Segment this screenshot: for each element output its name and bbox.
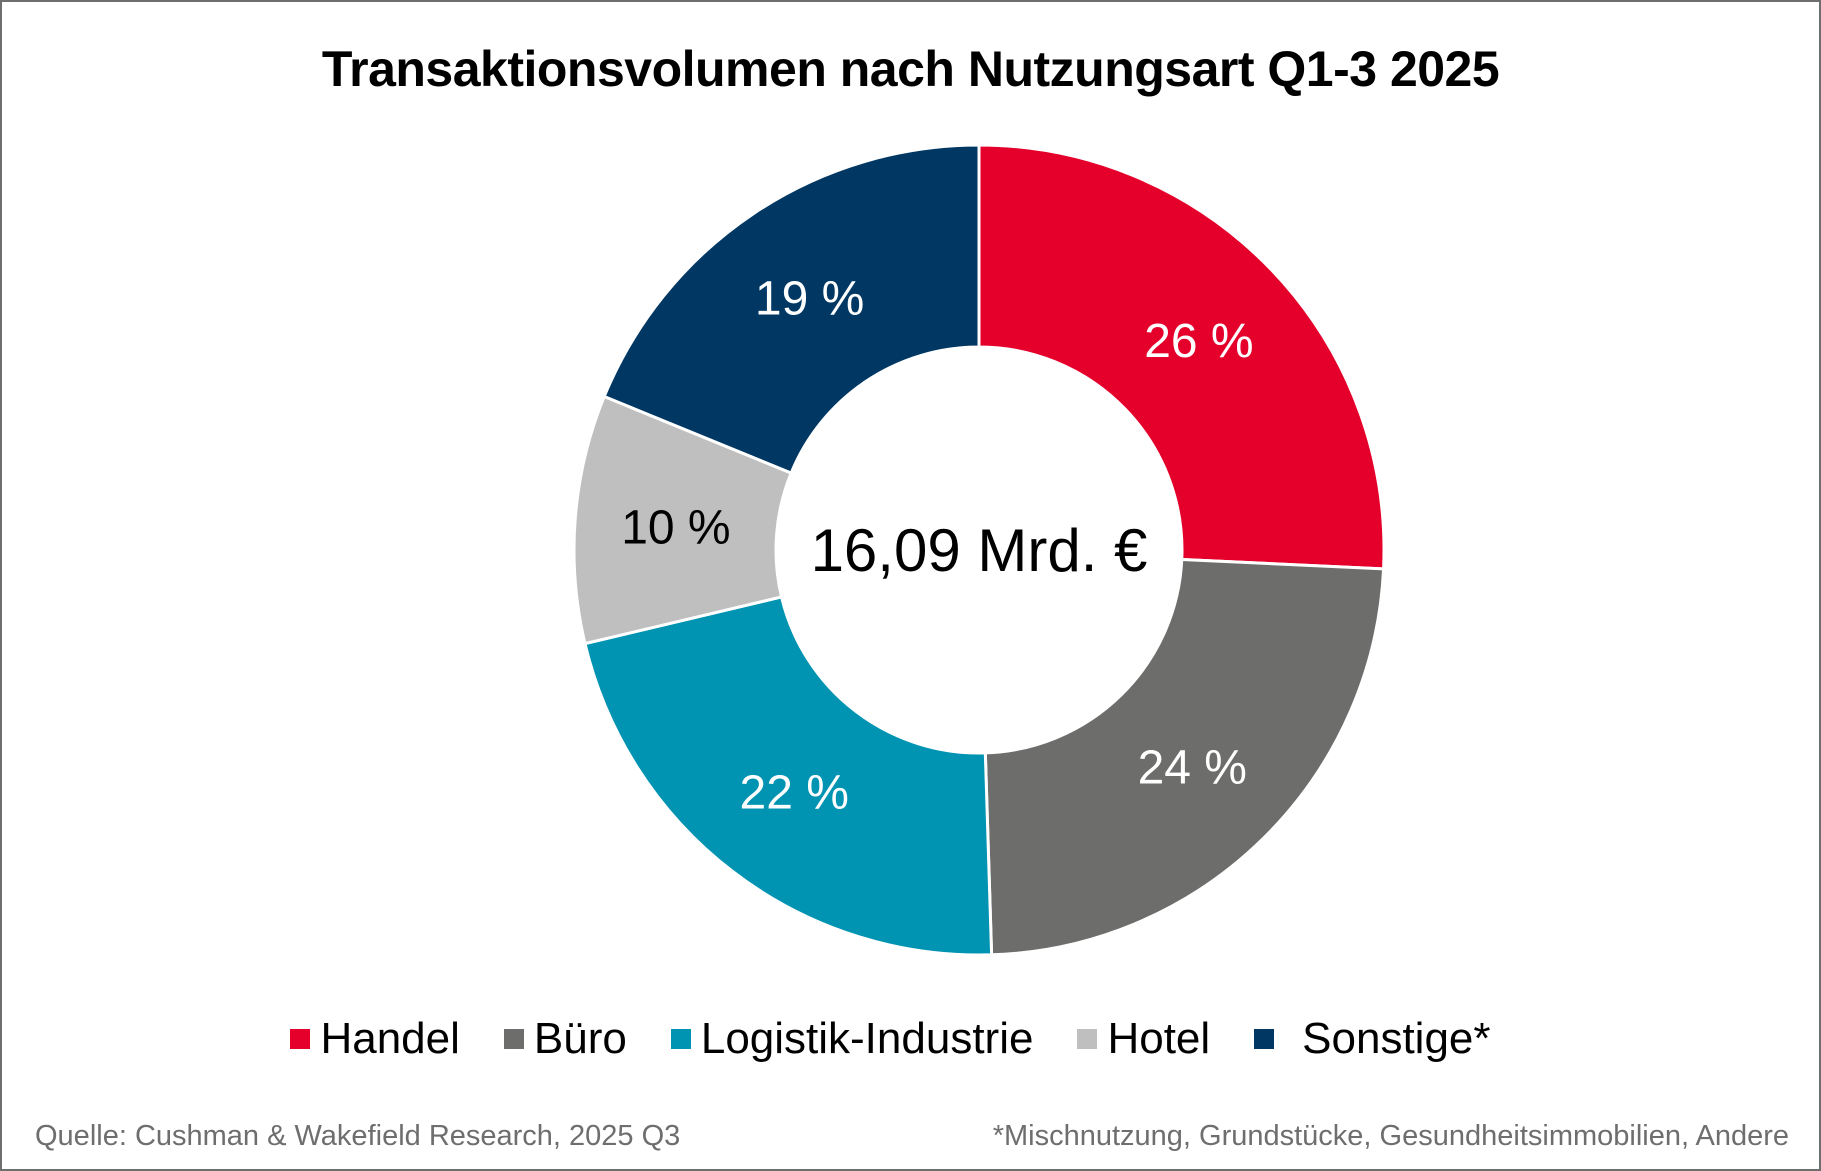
footnote: *Mischnutzung, Grundstücke, Gesundheitsi…	[992, 1120, 1789, 1152]
legend-label-hotel: Hotel	[1107, 1014, 1211, 1063]
slice-sonstige	[602, 143, 981, 476]
legend-label-handel: Handel	[320, 1014, 460, 1063]
legend-swatch-büro	[503, 1029, 524, 1049]
legend-swatch-sonstige	[1254, 1029, 1275, 1049]
legend-item-logistik-industrie: Logistik-Industrie	[670, 1014, 1034, 1064]
chart-title: Transaktionsvolumen nach Nutzungsart Q1-…	[321, 41, 1500, 97]
legend-swatch-handel	[290, 1029, 311, 1049]
slice-handel	[977, 143, 1386, 571]
data-label-büro: 24 %	[1138, 742, 1247, 795]
legend-swatch-hotel	[1077, 1029, 1098, 1049]
data-label-logistik-industrie: 22 %	[740, 766, 849, 819]
legend-label-büro: Büro	[533, 1014, 627, 1063]
legend-item-sonstige: Sonstige*	[1254, 1014, 1491, 1064]
data-label-hotel: 10 %	[621, 501, 730, 554]
donut-center-label: 16,09 Mrd. €	[811, 517, 1148, 584]
slice-logistik-industrie	[583, 595, 994, 957]
chart-legend: Handel Büro Logistik-Industrie Hotel Sonstig…	[0, 1014, 1799, 1064]
slice-hotel	[572, 394, 794, 646]
data-label-handel: 26 %	[1144, 315, 1253, 368]
data-label-sonstige: 19 %	[755, 273, 864, 326]
legend-swatch-logistik-industrie	[670, 1029, 691, 1049]
source-note: Quelle: Cushman & Wakefield Research, 20…	[35, 1120, 681, 1152]
legend-label-sonstige: Sonstige*	[1302, 1014, 1491, 1063]
legend-item-büro: Büro	[503, 1014, 627, 1064]
legend-item-handel: Handel	[290, 1014, 460, 1064]
donut-data-labels: 26 % 24 % 22 % 10 % 19 %	[621, 273, 1253, 820]
donut-slices	[572, 143, 1386, 957]
legend-label-logistik-industrie: Logistik-Industrie	[700, 1014, 1034, 1063]
legend-item-hotel: Hotel	[1077, 1014, 1210, 1064]
slice-büro	[983, 557, 1386, 957]
